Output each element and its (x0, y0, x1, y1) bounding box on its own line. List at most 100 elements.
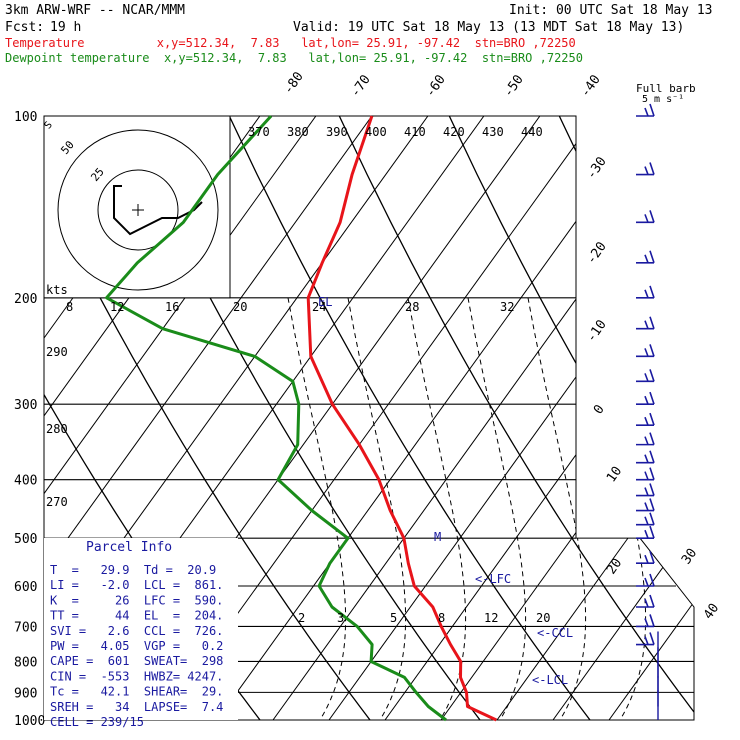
wind-barb-flag (649, 391, 655, 405)
isotherm (44, 116, 373, 720)
theta-label: 440 (521, 125, 543, 139)
theta-label: 430 (482, 125, 504, 139)
marker-lfc: <-LFC (475, 572, 511, 586)
hodograph-scale-label: 8 (66, 300, 73, 314)
dry-adiabat (228, 116, 591, 720)
hodograph-ring (57, 129, 219, 291)
parcel-info-row: K = 26 LFC = 590. (50, 593, 223, 607)
theta-label: 390 (326, 125, 348, 139)
wind-barb-flag (644, 516, 649, 526)
parcel-info-row: CELL = 239/15 (50, 715, 144, 729)
wind-barb-flag (649, 344, 655, 357)
model-title: 3km ARW-WRF -- NCAR/MMM (5, 3, 185, 18)
moist-adiabat (527, 297, 587, 720)
wind-barb-flag (649, 498, 655, 511)
wind-barb-flag (644, 373, 649, 382)
mixing-ratio-label: 5 (390, 611, 397, 625)
dry-adiabat (558, 116, 694, 720)
theta-label: 370 (248, 125, 270, 139)
moist-adiabat (287, 297, 347, 720)
isotherm-label: -50 (501, 72, 527, 100)
dry-adiabat (448, 116, 694, 720)
wind-barb-flag (649, 432, 655, 445)
wind-barb-flag (649, 162, 655, 175)
wind-barb-flag (644, 529, 649, 539)
isotherm (608, 116, 694, 720)
wind-barb-flag (649, 412, 655, 426)
wind-barb-flag (644, 320, 649, 329)
hodograph-scale-label: 24 (312, 300, 326, 314)
wind-barb-flag (644, 214, 649, 223)
parcel-info-row: T = 29.9 Td = 20.9 (50, 563, 216, 577)
theta-label: 400 (365, 125, 387, 139)
wind-barb-flag (644, 254, 649, 264)
theta-label: 380 (287, 125, 309, 139)
wind-barb-flag (649, 483, 655, 496)
moist-adiabat (407, 297, 467, 720)
isotherm (272, 116, 694, 720)
isotherm-label: -20 (584, 239, 610, 267)
marker-el: EL (318, 295, 332, 309)
chart-header: 3km ARW-WRF -- NCAR/MMM Init: 00 UTC Sat … (5, 3, 713, 65)
parcel-info-row: SVI = 2.6 CCL = 726. (50, 624, 223, 638)
isotherm (552, 116, 694, 720)
theta-label: 410 (404, 125, 426, 139)
wind-barb-flag (649, 550, 655, 564)
wind-barb-flag (644, 416, 649, 426)
isotherm (496, 116, 694, 720)
isotherm-label: 20 (604, 556, 625, 577)
parcel-info-row: Tc = 42.1 SHEAR= 29. (50, 685, 223, 699)
wind-barb-flag (644, 436, 649, 445)
pressure-label: 700 (14, 620, 37, 635)
parcel-info-row: SREH = 34 LAPSE= 7.4 (50, 700, 223, 714)
isotherm (328, 116, 694, 720)
moist-adiabat (467, 297, 527, 720)
wind-barb-flag (649, 525, 655, 539)
pressure-label: 200 (14, 292, 37, 307)
dry-adiabat (338, 116, 694, 720)
theta-left-label: 280 (46, 422, 68, 436)
pressure-label: 1000 (14, 714, 45, 729)
isotherm-label: -10 (584, 317, 610, 345)
isotherm-label: -70 (348, 72, 374, 100)
wind-barb-flag (644, 598, 649, 608)
hodograph-scale-label: 32 (500, 300, 514, 314)
mixing-ratio-label: 2 (298, 611, 305, 625)
series-line-temperature (306, 115, 498, 722)
wind-barb-flag (644, 554, 649, 564)
wind-barb-flag (644, 636, 649, 645)
wind-barb-flag (644, 471, 649, 480)
wind-barb-flag (644, 395, 649, 405)
wind-barb-flag (649, 614, 655, 627)
theta-left-label: 270 (46, 495, 68, 509)
mixing-ratio-label: 12 (484, 611, 498, 625)
pressure-label: 400 (14, 474, 37, 489)
wind-barb-flag (644, 502, 649, 511)
isotherm-label: -30 (584, 154, 610, 182)
dry-adiabat (44, 116, 371, 720)
wind-barb-flag (644, 618, 649, 627)
barb-legend-title: Full barb (636, 82, 696, 95)
wind-barb-flag (644, 454, 649, 463)
pressure-label: 600 (14, 580, 37, 595)
marker-lcl: <-LCL (532, 673, 568, 687)
isotherm-label: -60 (423, 72, 449, 100)
barb-legend-units: 5 m s⁻¹ (642, 94, 684, 105)
hodograph-scale-label: 12 (110, 300, 124, 314)
isotherm-label: 40 (701, 601, 722, 622)
isotherm-label: -40 (578, 72, 604, 100)
isotherm-label: 0 (591, 402, 608, 417)
isotherm-label: -80 (281, 69, 307, 97)
wind-barb-flag (649, 369, 655, 382)
parcel-info-row: CAPE = 601 SWEAT= 298 (50, 654, 223, 668)
forecast-label: Fcst: (5, 20, 44, 35)
parcel-info-row: PW = 4.05 VGP = 0.2 (50, 639, 223, 653)
parcel-info-title: Parcel Info (86, 540, 172, 555)
isotherm-label: 10 (604, 464, 625, 485)
isotherm (440, 116, 694, 720)
wind-barb-flag (644, 166, 649, 175)
mixing-ratio-label: 20 (536, 611, 550, 625)
parcel-info-box: Parcel Info T = 29.9 Td = 20.9LI = -2.0 L… (44, 538, 238, 729)
theta-label: 420 (443, 125, 465, 139)
forecast-hour: 19 h (50, 20, 81, 35)
